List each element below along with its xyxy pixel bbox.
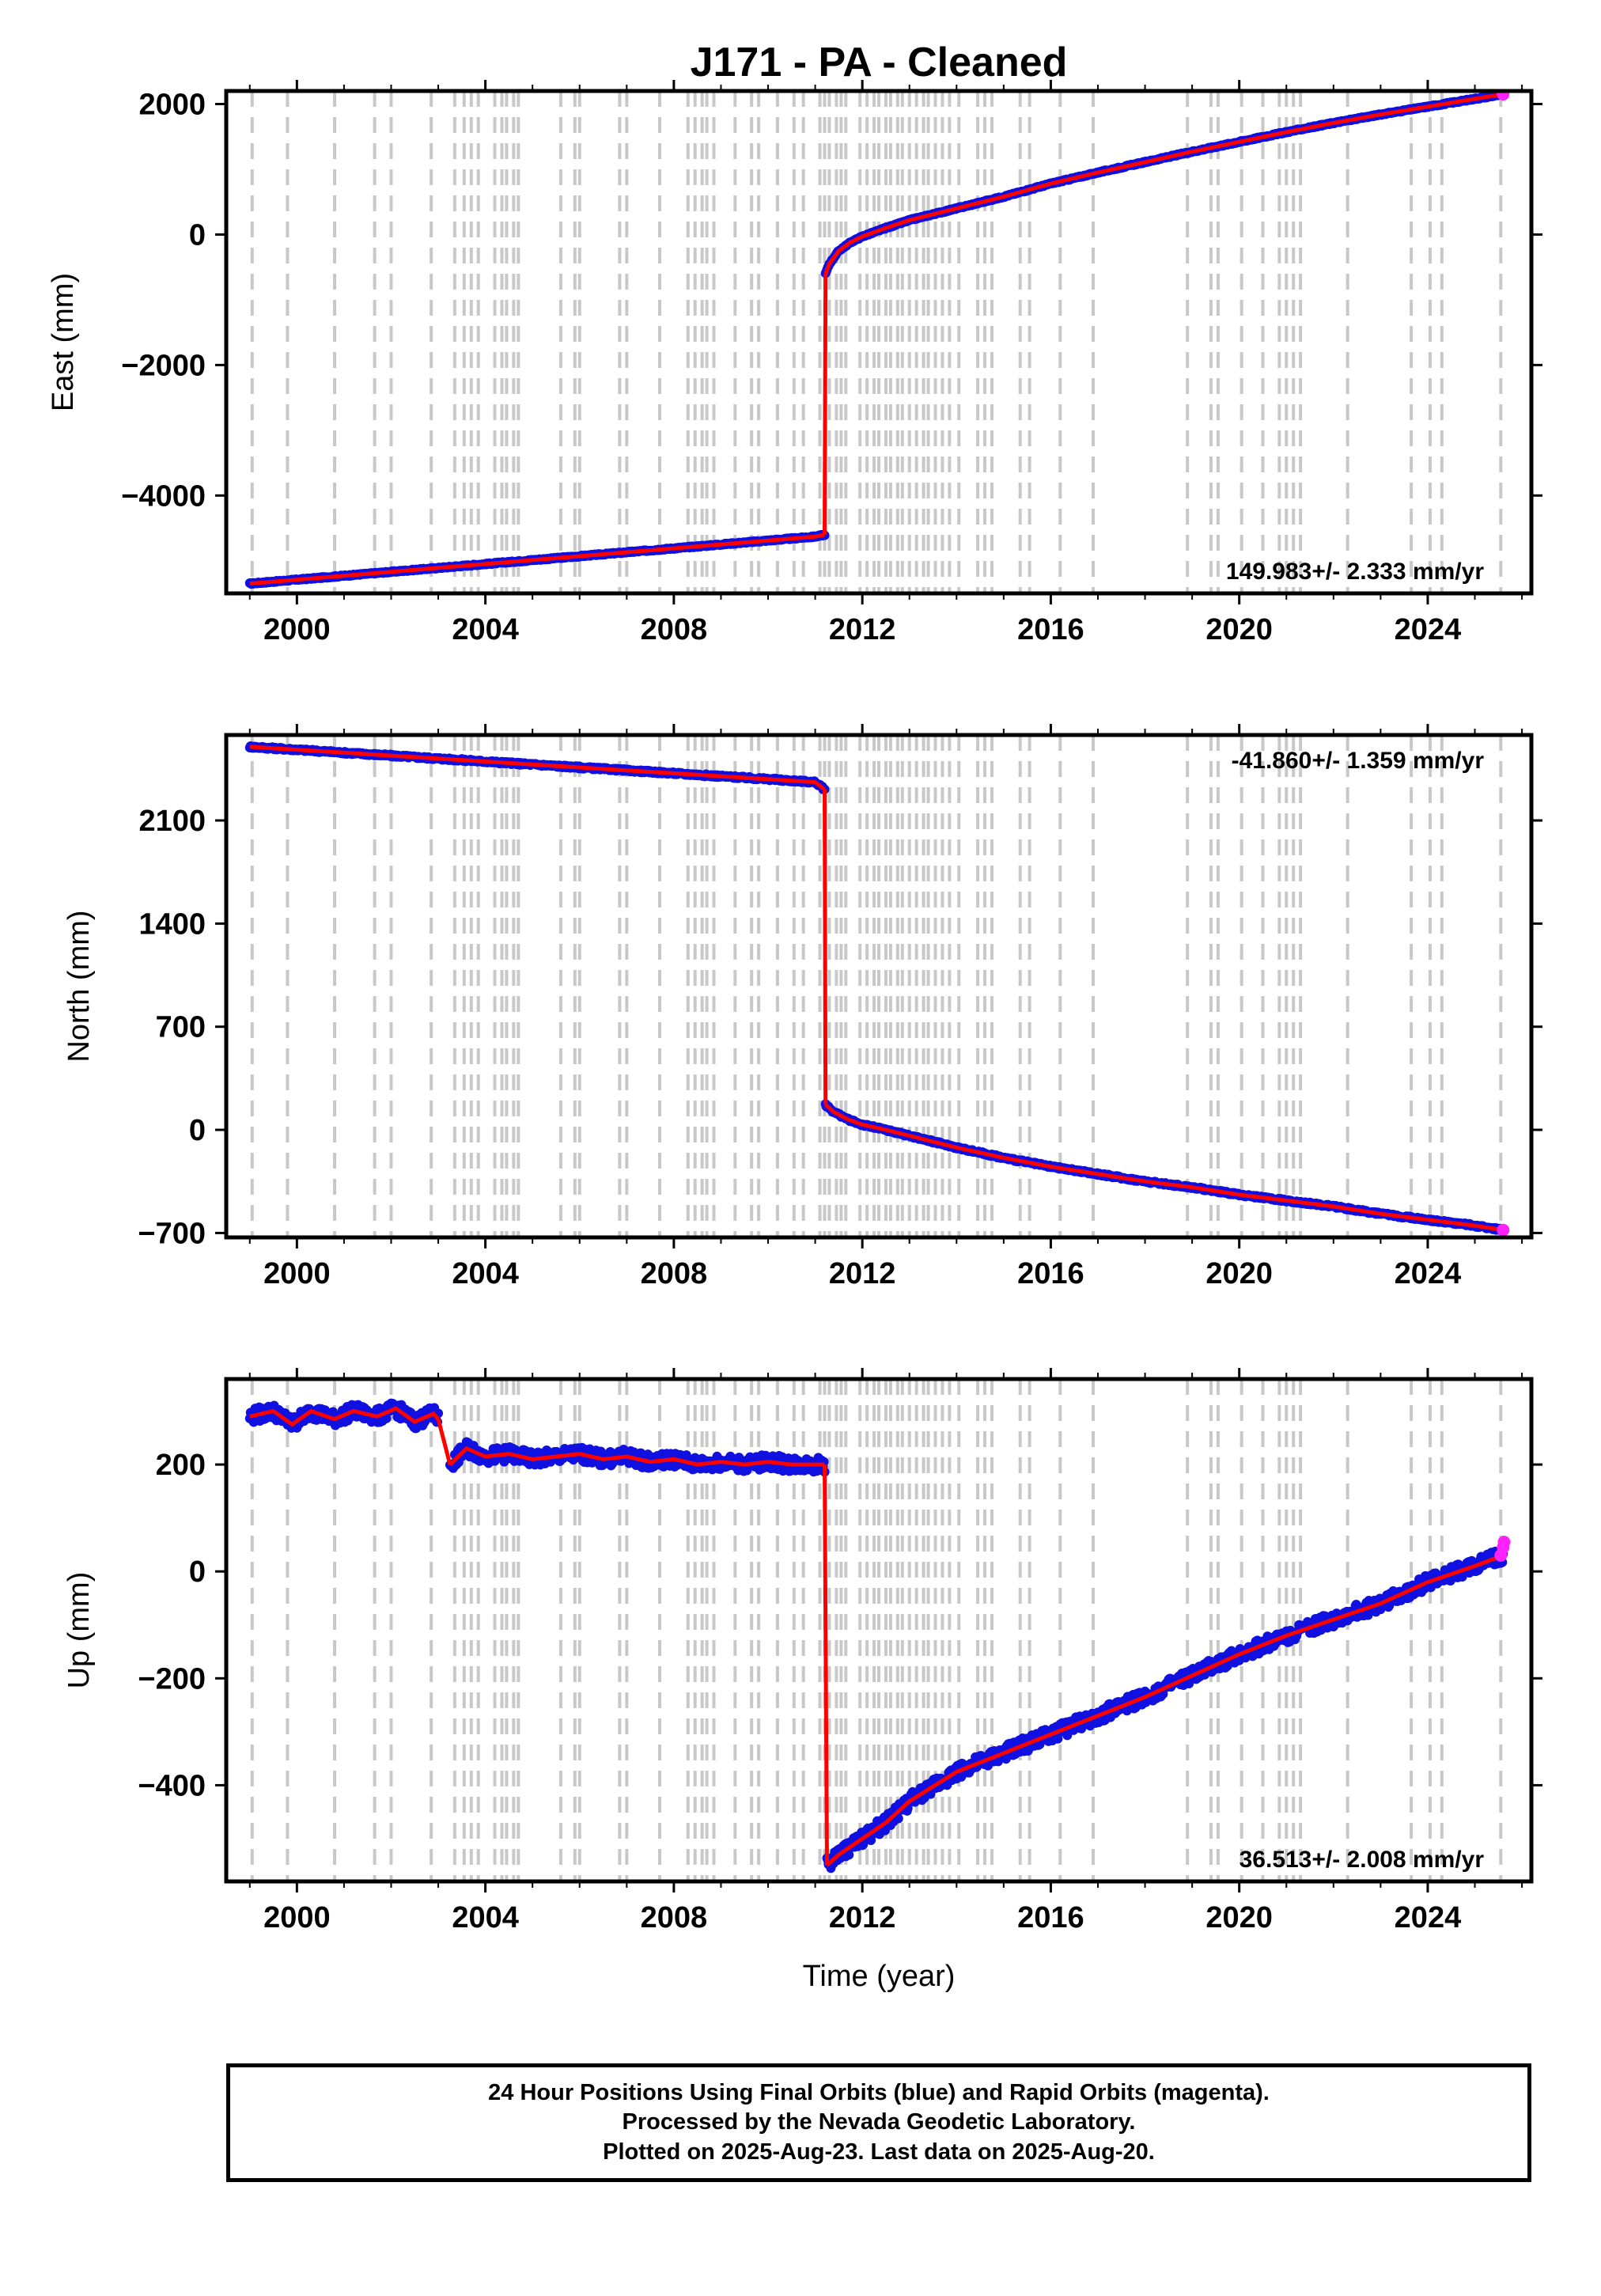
y-tick-label: 700 bbox=[156, 1011, 206, 1044]
x-tick-label: 2004 bbox=[452, 613, 519, 646]
x-tick-label: 2024 bbox=[1395, 1257, 1462, 1290]
velocity-rate-label: -41.860+/- 1.359 mm/yr bbox=[1232, 748, 1485, 774]
y-tick-label: 1400 bbox=[138, 907, 206, 941]
panel-frame bbox=[224, 733, 1534, 1240]
offset-step-line bbox=[822, 789, 828, 1105]
rapid-orbit-point bbox=[1497, 91, 1510, 101]
model-line-segment bbox=[249, 532, 826, 586]
x-tick-label: 2012 bbox=[829, 1257, 896, 1290]
x-tick-label: 2020 bbox=[1205, 1257, 1273, 1290]
plot-area bbox=[244, 735, 1510, 1237]
rapid-orbit-point bbox=[1497, 1223, 1510, 1237]
final-orbit-point bbox=[893, 1813, 903, 1824]
main-title: J171 - PA - Cleaned bbox=[691, 40, 1068, 85]
final-orbit-point bbox=[1222, 1661, 1232, 1671]
x-tick-label: 2012 bbox=[829, 613, 896, 646]
final-orbit-point bbox=[381, 1413, 392, 1423]
y-axis-title: East (mm) bbox=[47, 273, 80, 411]
y-tick-label: −2000 bbox=[121, 349, 206, 382]
offset-step-line bbox=[822, 273, 828, 535]
y-tick-label: 0 bbox=[189, 1114, 206, 1147]
x-tick-label: 2008 bbox=[641, 613, 708, 646]
x-tick-label: 2016 bbox=[1017, 1257, 1084, 1290]
panel-north: 2000 2004 2008 2012 2016 2020 2024 −700 0 700 1400… bbox=[62, 724, 1542, 1290]
y-tick-label: −700 bbox=[138, 1217, 206, 1250]
velocity-rate-label: 149.983+/- 2.333 mm/yr bbox=[1226, 559, 1484, 585]
y-tick-label: −4000 bbox=[121, 479, 206, 513]
panel-up: 2000 2004 2008 2012 2016 2020 2024−400−2000200… bbox=[62, 1368, 1542, 1934]
x-tick-label: 2020 bbox=[1205, 613, 1273, 646]
y-tick-label: 2100 bbox=[138, 805, 206, 838]
model-line-segment bbox=[249, 1406, 440, 1427]
x-tick-label: 2000 bbox=[263, 1257, 331, 1290]
model-line-segment bbox=[449, 1445, 825, 1467]
model-line-segment bbox=[823, 92, 1504, 275]
x-tick-label: 2024 bbox=[1395, 613, 1462, 646]
plot-area bbox=[244, 1379, 1511, 1881]
model-line-segment bbox=[824, 1103, 1504, 1233]
panels: 2000 2004 2008 2012 2016 2020 2024−4000−200002… bbox=[47, 80, 1542, 1934]
y-tick-label: 2000 bbox=[138, 88, 206, 121]
y-axis-title: North (mm) bbox=[62, 910, 96, 1062]
x-tick-label: 2016 bbox=[1017, 613, 1084, 646]
x-tick-label: 2004 bbox=[452, 1257, 519, 1290]
x-tick-label: 2000 bbox=[263, 613, 331, 646]
panel-east: 2000 2004 2008 2012 2016 2020 2024 −4000 −2000 0 2… bbox=[47, 80, 1542, 646]
y-tick-label: 0 bbox=[189, 218, 206, 252]
model-line-segment bbox=[249, 744, 827, 791]
final-orbit-point bbox=[1053, 1733, 1063, 1744]
plot-area bbox=[244, 91, 1510, 593]
panel-frame bbox=[224, 89, 1534, 596]
x-tick-label: 2008 bbox=[641, 1257, 708, 1290]
